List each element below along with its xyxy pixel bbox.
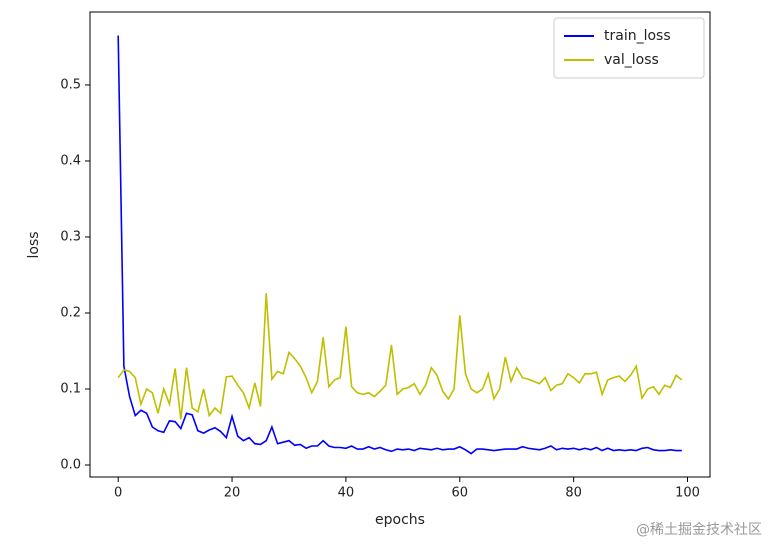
y-tick-label: 0.0 [60,457,81,472]
x-tick-label: 20 [224,486,241,501]
y-axis-label: loss [26,231,42,258]
x-tick-label: 80 [565,486,582,501]
x-tick-label: 0 [114,486,122,501]
legend-box [553,17,705,79]
x-tick-label: 60 [452,486,469,501]
x-axis-label: epochs [375,512,425,528]
y-tick-label: 0.4 [60,153,81,168]
x-tick-label: 100 [675,486,700,501]
y-tick-label: 0.1 [60,381,81,396]
plot-frame [89,11,711,478]
series-line [117,293,683,420]
series-line [117,35,682,455]
y-tick-label: 0.5 [60,77,81,92]
legend-label: train_loss [604,28,671,44]
x-tick-label: 40 [338,486,355,501]
y-tick-label: 0.3 [60,229,81,244]
watermark: @稀土掘金技术社区 [636,522,762,538]
legend-label: val_loss [604,52,659,68]
y-tick-label: 0.2 [60,305,81,320]
